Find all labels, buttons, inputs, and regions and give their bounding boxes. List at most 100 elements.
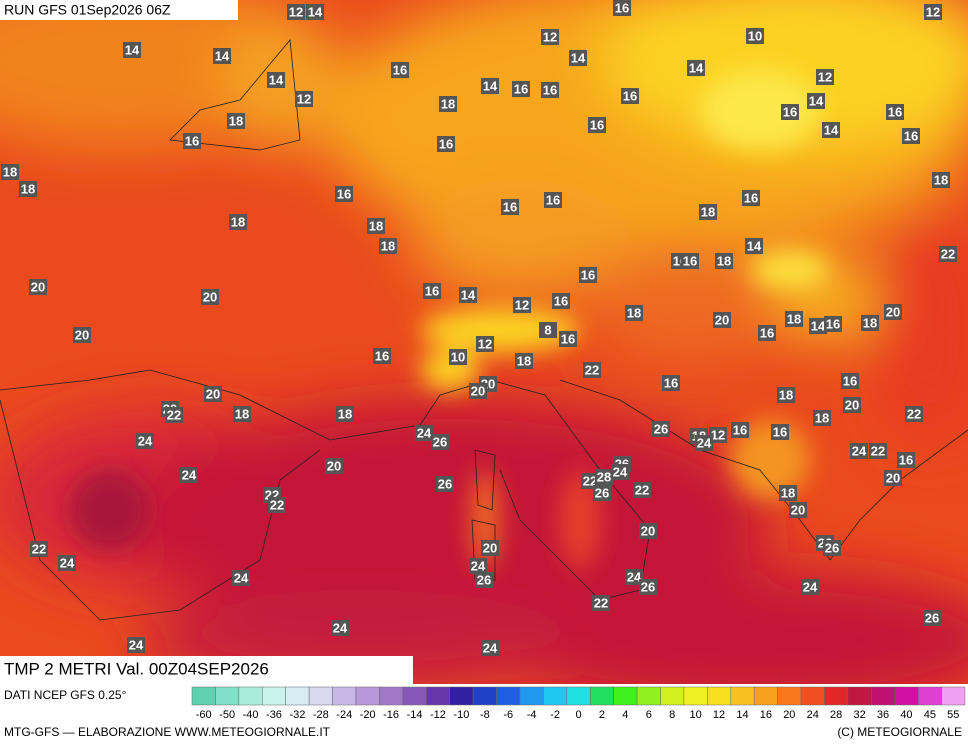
- temperature-label: 12: [818, 69, 832, 84]
- temperature-label: 18: [21, 181, 35, 196]
- label-box: [822, 122, 840, 138]
- label-box: [336, 406, 354, 422]
- temperature-label: 18: [231, 214, 245, 229]
- label-box: [559, 331, 577, 347]
- label-box: [781, 104, 799, 120]
- scale-tick-label: 4: [622, 709, 628, 721]
- temperature-label: 20: [206, 386, 220, 401]
- scale-tick-label: 45: [924, 709, 936, 721]
- temperature-label: 16: [561, 331, 575, 346]
- scale-swatch: [707, 686, 732, 706]
- label-box: [884, 304, 902, 320]
- temperature-label: 16: [760, 325, 774, 340]
- temperature-label: 14: [215, 48, 230, 63]
- label-box: [515, 353, 533, 369]
- label-box: [579, 267, 597, 283]
- label-box: [742, 190, 760, 206]
- label-box: [613, 0, 631, 16]
- temperature-label: 18: [815, 410, 829, 425]
- label-box: [204, 386, 222, 402]
- scale-swatch: [871, 686, 895, 706]
- temperature-label: 16: [888, 104, 902, 119]
- color-scale: -60 -50 -40 -36 -32 -28 -24 -20 -16 -14 -12 -10 -8 -6…: [191, 686, 966, 721]
- temperature-label: 24: [483, 640, 498, 655]
- label-box: [373, 348, 391, 364]
- label-box: [639, 523, 657, 539]
- temperature-label: 18: [517, 353, 531, 368]
- scale-tick-label: 36: [877, 709, 889, 721]
- scale-tick-label: -20: [360, 709, 376, 721]
- label-box: [687, 60, 705, 76]
- scale-swatch: [941, 686, 966, 706]
- label-box: [29, 279, 47, 295]
- temperature-label: 18: [701, 204, 715, 219]
- label-box: [539, 322, 557, 338]
- temperature-label: 18: [229, 113, 243, 128]
- temperature-label: 14: [811, 318, 826, 333]
- label-box: [633, 482, 651, 498]
- temperature-label: 16: [337, 186, 351, 201]
- scale-tick-label: 6: [646, 709, 652, 721]
- scale-tick-label: -36: [266, 709, 282, 721]
- coastlines: [0, 39, 968, 621]
- scale-swatch: [379, 686, 404, 706]
- label-box: [824, 316, 842, 332]
- label-box: [905, 406, 923, 422]
- scale-swatch: [613, 686, 638, 706]
- temperature-label: 24: [182, 467, 197, 482]
- scale-swatch: [753, 686, 778, 706]
- temperature-label: 20: [471, 383, 485, 398]
- temperature-label: 12: [515, 297, 529, 312]
- label-box: [476, 336, 494, 352]
- scale-tick-label: 14: [736, 709, 748, 721]
- temperature-label: 20: [886, 304, 900, 319]
- label-box: [625, 569, 643, 585]
- title-box: [0, 656, 413, 684]
- label-box: [939, 246, 957, 262]
- temperature-label: 20: [845, 397, 859, 412]
- scale-swatch: [215, 686, 240, 706]
- scale-swatch: [402, 686, 427, 706]
- temperature-label: 20: [641, 523, 655, 538]
- scale-swatch: [472, 686, 497, 706]
- label-box: [439, 96, 457, 112]
- label-box: [512, 81, 530, 97]
- temperature-label: 16: [554, 293, 568, 308]
- label-box: [541, 82, 559, 98]
- temperature-label: 16: [185, 133, 199, 148]
- scale-tick-label: 55: [947, 709, 959, 721]
- scale-swatch: [824, 686, 849, 706]
- label-box: [923, 610, 941, 626]
- temperature-label: 18: [441, 96, 455, 111]
- temperature-label: 18: [3, 164, 17, 179]
- temperature-label: 24: [234, 570, 249, 585]
- temperature-label: 12: [289, 4, 303, 19]
- temperature-label: 18: [338, 406, 352, 421]
- temperature-label: 22: [32, 541, 46, 556]
- scale-tick-label: -40: [243, 709, 259, 721]
- scale-swatch: [660, 686, 685, 706]
- label-box: [699, 204, 717, 220]
- temperature-label: 16: [581, 267, 595, 282]
- label-box: [583, 362, 601, 378]
- scale-swatch: [191, 686, 216, 706]
- temperature-label: 14: [689, 60, 704, 75]
- label-box: [481, 640, 499, 656]
- temperature-label: 16: [744, 190, 758, 205]
- temperature-label: 16: [615, 0, 629, 15]
- label-box: [475, 572, 493, 588]
- label-box: [709, 427, 727, 443]
- label-box: [267, 72, 285, 88]
- run-label: RUN GFS 01Sep2026 06Z: [4, 2, 171, 18]
- temperature-label: 12: [478, 336, 492, 351]
- temperature-label: 20: [75, 327, 89, 342]
- label-box: [746, 28, 764, 44]
- label-box: [595, 469, 613, 485]
- label-box: [415, 425, 433, 441]
- scale-swatch: [308, 686, 333, 706]
- temperature-label: 14: [461, 287, 476, 302]
- label-box: [295, 91, 313, 107]
- label-box: [611, 464, 629, 480]
- label-box: [789, 502, 807, 518]
- scale-tick-label: -16: [383, 709, 399, 721]
